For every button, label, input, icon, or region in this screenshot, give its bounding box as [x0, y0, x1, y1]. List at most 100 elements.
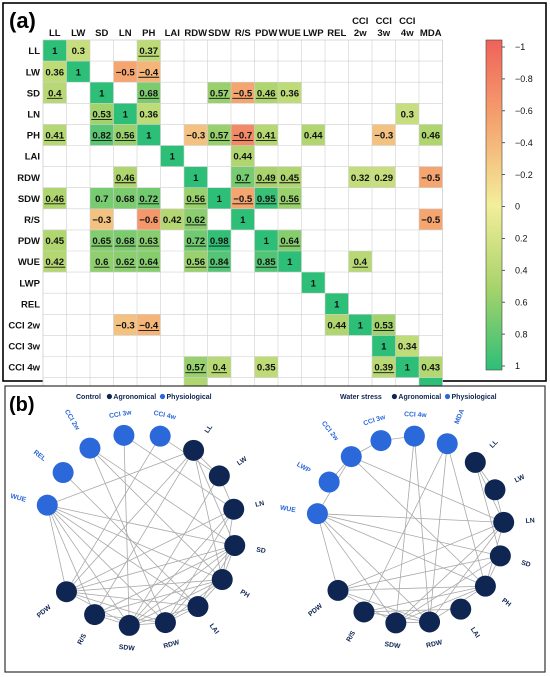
- heatmap-row-label: PDW: [18, 236, 40, 247]
- network-node-label: RDW: [163, 639, 181, 650]
- heatmap-cell-label: 1: [217, 194, 223, 205]
- network-node: [353, 601, 375, 623]
- heatmap-cell-label: 0.46: [45, 194, 64, 205]
- network-edge: [193, 450, 223, 580]
- heatmap-row-label: CCI 3w: [8, 342, 40, 353]
- network-node: [84, 604, 106, 626]
- network-edge: [66, 435, 161, 592]
- heatmap-cell: [137, 208, 161, 230]
- heatmap-row-label: REL: [21, 299, 40, 310]
- heatmap-column-label: 4w: [401, 28, 414, 39]
- network-node-label: SD: [520, 560, 531, 569]
- colorbar: −1 −0.8 −0.6 −0.4 −0.2 0 0.2 0.4 0.6 0.8 1: [485, 39, 533, 371]
- network-node-label: SD: [256, 547, 267, 555]
- network-node-label: CCI 4w: [404, 411, 428, 419]
- network-node: [327, 579, 349, 601]
- heatmap-cell-label: −0.5: [421, 215, 441, 226]
- heatmap-cell-label: 0.56: [116, 131, 135, 142]
- network-edge: [317, 513, 339, 591]
- heatmap-row-label: LL: [28, 46, 40, 57]
- heatmap-cell-label: 0.65: [92, 236, 111, 247]
- network-edge: [317, 513, 397, 624]
- network-edge: [337, 555, 501, 591]
- heatmap-cell-label: 0.39: [374, 363, 393, 374]
- heatmap-cell-label: 1: [99, 88, 105, 99]
- legend-physiological-label: Physiological: [452, 394, 497, 401]
- heatmap-cell-label: 0.42: [163, 215, 182, 226]
- colorbar-tick-label: −0.6: [515, 106, 533, 116]
- heatmap-cell: [137, 103, 161, 125]
- heatmap-cell-label: 0.42: [45, 257, 64, 268]
- heatmap-cell: [395, 335, 419, 357]
- heatmap-cell: [278, 251, 302, 273]
- colorbar-tick-label: 0: [515, 202, 520, 212]
- heatmap-cell-label: 0.46: [421, 131, 440, 142]
- network-edge: [94, 579, 223, 615]
- colorbar-tick-label: −0.4: [515, 138, 533, 148]
- heatmap-cell-label: 1: [311, 278, 317, 289]
- heatmap-cell-label: 0.6: [95, 257, 108, 268]
- heatmap-cell-label: 0.57: [210, 131, 229, 142]
- network-edge: [66, 508, 234, 593]
- heatmap-cell-label: 0.64: [280, 236, 299, 247]
- network-node: [55, 581, 77, 603]
- heatmap-cell: [395, 103, 419, 125]
- heatmap-cell: [419, 124, 443, 146]
- heatmap-cell: [207, 187, 231, 209]
- network-node: [489, 545, 511, 567]
- correlation-heatmap: 1 0.3 0.370.36 1 −0.5 −0.40.4 1 0.68 0.57 −0.5 0.4…: [8, 16, 443, 400]
- network-node: [223, 498, 245, 520]
- heatmap-cell-label: 0.3: [72, 46, 85, 57]
- heatmap-cell: [137, 124, 161, 146]
- heatmap-cell-label: 1: [170, 152, 176, 163]
- heatmap-cell-label: −0.5: [233, 194, 253, 205]
- network-edge: [165, 545, 236, 623]
- colorbar-tick-label: 0.8: [515, 329, 528, 339]
- network-edge: [165, 509, 235, 623]
- heatmap-cell-label: 1: [264, 236, 270, 247]
- network-edge: [89, 447, 235, 546]
- heatmap-cell: [113, 61, 137, 83]
- heatmap-cell-label: 0.7: [95, 194, 108, 205]
- network-edge: [89, 447, 166, 623]
- heatmap-row-label: SDW: [18, 194, 40, 205]
- heatmap-cell-label: 1: [240, 215, 246, 226]
- heatmap-cell-label: −0.3: [374, 131, 393, 142]
- network-node: [183, 439, 205, 461]
- network-edge: [47, 504, 235, 546]
- heatmap-column-label: LAI: [165, 28, 180, 39]
- colorbar-tick-label: −0.8: [515, 74, 533, 84]
- heatmap-cell: [395, 356, 419, 378]
- heatmap-cell-label: 0.44: [327, 320, 346, 331]
- heatmap-cell-label: −0.3: [116, 320, 135, 331]
- heatmap-cell-label: 0.68: [116, 194, 135, 205]
- colorbar-tick-label: 0.4: [515, 266, 528, 276]
- heatmap-column-label-top: CCI: [376, 16, 392, 27]
- network-node: [211, 569, 233, 591]
- network-edge: [317, 513, 486, 587]
- network-edge: [47, 449, 194, 506]
- heatmap-cell-label: 0.34: [398, 342, 417, 353]
- heatmap-cell-label: 0.35: [257, 363, 276, 374]
- network-node: [484, 479, 506, 501]
- heatmap-cell: [113, 314, 137, 336]
- heatmap-row-label: R/S: [24, 215, 40, 226]
- heatmap-cell-label: −0.3: [186, 131, 205, 142]
- heatmap-cell-label: 0.62: [116, 257, 135, 268]
- heatmap-row-label: RDW: [17, 173, 40, 184]
- heatmap-cell: [43, 40, 67, 62]
- heatmap-cell-label: 0.36: [280, 88, 299, 99]
- network-edge: [337, 585, 486, 591]
- heatmap-cell-label: 0.7: [236, 173, 249, 184]
- heatmap-cell: [301, 124, 325, 146]
- heatmap-cell-label: −0.7: [233, 131, 252, 142]
- network-edge: [395, 436, 415, 623]
- network-edge: [395, 585, 486, 624]
- heatmap-cell-label: 0.44: [233, 152, 252, 163]
- network-edge: [46, 504, 95, 615]
- network-edge: [94, 545, 235, 615]
- network-edge: [128, 508, 235, 626]
- heatmap-cell: [278, 82, 302, 104]
- network-edge: [123, 435, 130, 626]
